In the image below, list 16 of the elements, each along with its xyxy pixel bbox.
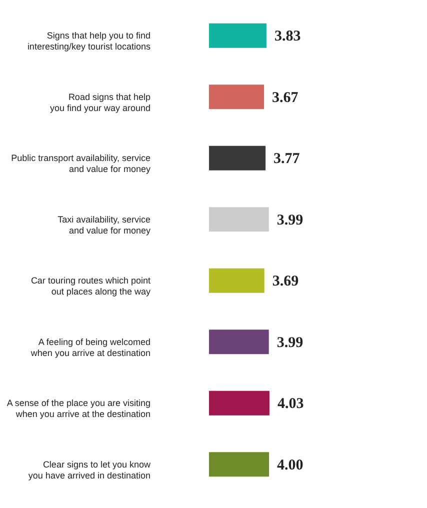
y-tick-label: Signs that help you to find interesting/key tourist locations (27, 30, 151, 52)
y-tick-label: Clear signs to let you know you have arrived in destination (28, 459, 151, 480)
y-tick-label: Road signs that help you find your way around (50, 92, 150, 113)
y-tick-label: A feeling of being welcomed when you arrive at destination (30, 336, 150, 358)
y-tick-label: A sense of the place you are visiting when you arrive at the destination (6, 398, 150, 420)
data-label: 3.83 (274, 28, 301, 45)
data-label: 3.67 (272, 90, 299, 106)
data-label: 4.03 (277, 396, 304, 412)
y-tick-label: Public transport availability, service and value for money (11, 153, 151, 174)
data-label: 3.77 (274, 151, 300, 168)
data-label: 3.99 (276, 334, 304, 351)
y-tick-label: Taxi availability, service and value for money (58, 214, 151, 236)
data-label: 3.69 (272, 274, 299, 290)
data-label: 4.00 (277, 457, 304, 474)
y-tick-label: Car touring routes which point out places along the way (30, 276, 151, 297)
data-label: 3.99 (276, 212, 304, 228)
